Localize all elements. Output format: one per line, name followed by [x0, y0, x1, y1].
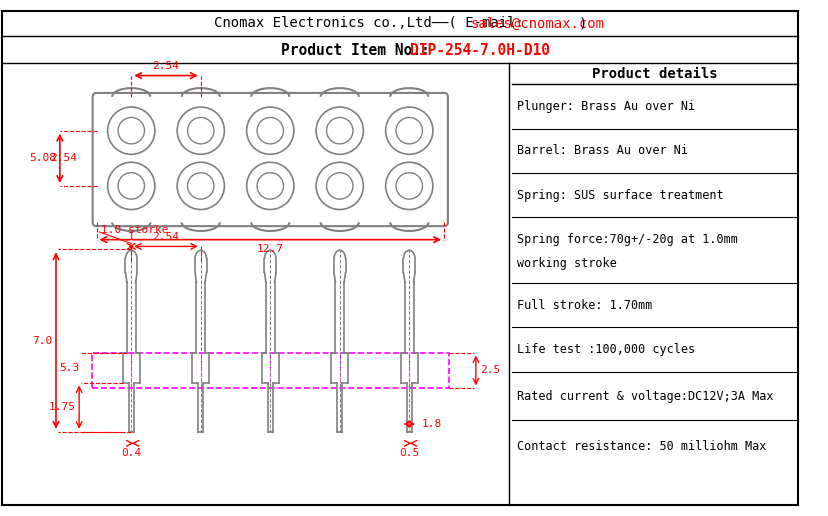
Text: Contact resistance: 50 milliohm Max: Contact resistance: 50 milliohm Max — [517, 440, 766, 453]
Text: 1.8: 1.8 — [421, 419, 441, 429]
Text: Full stroke: 1.70mm: Full stroke: 1.70mm — [517, 299, 652, 312]
Text: Spring: SUS surface treatment: Spring: SUS surface treatment — [517, 189, 723, 202]
Text: Product Item No.:: Product Item No.: — [281, 43, 447, 58]
Text: 1.0 storke: 1.0 storke — [101, 225, 169, 235]
Text: Plunger: Brass Au over Ni: Plunger: Brass Au over Ni — [517, 100, 695, 113]
Text: Spring force:70g+/-20g at 1.0mm: Spring force:70g+/-20g at 1.0mm — [517, 233, 738, 246]
Text: 0.4: 0.4 — [121, 448, 142, 458]
Text: 12.7: 12.7 — [257, 245, 283, 254]
Text: 0.5: 0.5 — [398, 448, 419, 458]
Text: Rated current & voltage:DC12V;3A Max: Rated current & voltage:DC12V;3A Max — [517, 390, 773, 402]
Text: DIP-254-7.0H-D10: DIP-254-7.0H-D10 — [409, 43, 549, 58]
Text: 1.75: 1.75 — [48, 402, 75, 412]
Text: sales@cnomax.com: sales@cnomax.com — [470, 17, 604, 30]
Text: ): ) — [578, 17, 586, 30]
Text: 2.54: 2.54 — [152, 232, 180, 241]
Text: Life test :100,000 cycles: Life test :100,000 cycles — [517, 343, 695, 356]
Text: 5.3: 5.3 — [59, 363, 79, 373]
Text: working stroke: working stroke — [517, 257, 616, 270]
Text: 2.54: 2.54 — [152, 61, 180, 71]
Text: 2.54: 2.54 — [51, 153, 77, 163]
Text: Product details: Product details — [591, 67, 717, 80]
Text: 1: 1 — [128, 232, 134, 241]
Text: Cnomax Electronics co.,Ltd——( E-mail:: Cnomax Electronics co.,Ltd——( E-mail: — [214, 17, 532, 30]
Text: 7.0: 7.0 — [31, 335, 52, 346]
Bar — [92, 352, 448, 389]
Text: 5.08: 5.08 — [29, 153, 56, 163]
Text: 2.5: 2.5 — [479, 365, 499, 376]
Text: Barrel: Brass Au over Ni: Barrel: Brass Au over Ni — [517, 144, 687, 157]
